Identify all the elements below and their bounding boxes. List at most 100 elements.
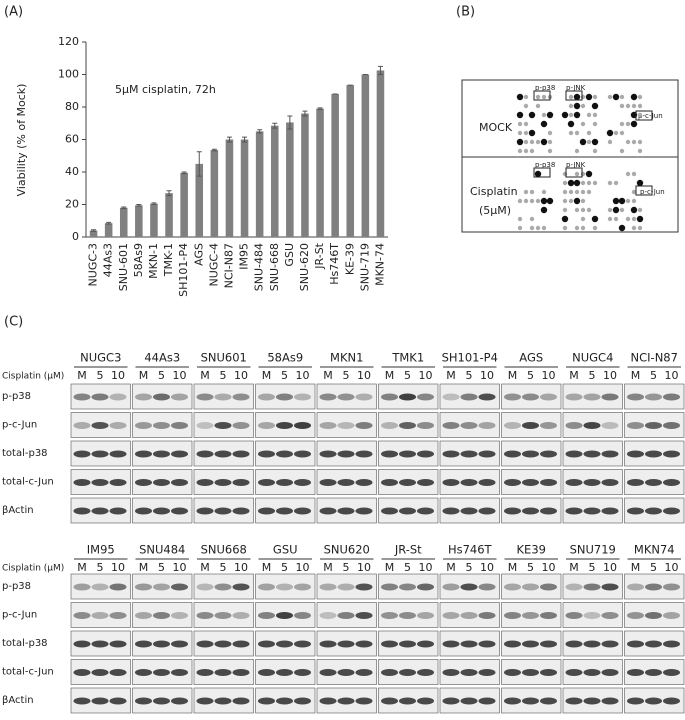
band bbox=[583, 583, 601, 591]
spot bbox=[580, 103, 586, 109]
spot bbox=[535, 198, 541, 204]
spot bbox=[586, 180, 592, 186]
lane-label: 10 bbox=[665, 369, 679, 382]
band bbox=[276, 669, 293, 676]
band bbox=[73, 640, 91, 648]
cell-line-label: NUGC3 bbox=[80, 351, 121, 365]
cell-line-label: SH101-P4 bbox=[442, 351, 498, 365]
row-label: MOCK bbox=[479, 121, 513, 134]
band bbox=[504, 450, 521, 458]
spot bbox=[631, 225, 637, 231]
blot bbox=[439, 412, 500, 438]
band bbox=[258, 697, 275, 705]
bar bbox=[346, 85, 355, 237]
spot bbox=[534, 170, 542, 178]
band bbox=[460, 583, 478, 591]
spot bbox=[631, 216, 637, 222]
spot bbox=[574, 207, 580, 213]
band bbox=[645, 583, 662, 591]
spot bbox=[607, 94, 613, 100]
error-bar bbox=[121, 206, 127, 210]
band bbox=[171, 612, 188, 619]
band bbox=[135, 507, 152, 515]
spot bbox=[625, 216, 631, 222]
band bbox=[294, 669, 311, 676]
band bbox=[663, 640, 680, 648]
spot bbox=[619, 103, 625, 109]
blot bbox=[193, 412, 254, 438]
band bbox=[135, 612, 152, 619]
spot bbox=[517, 216, 523, 222]
band bbox=[109, 393, 127, 401]
spot bbox=[586, 207, 592, 213]
band bbox=[258, 612, 275, 619]
band bbox=[232, 393, 250, 401]
spot bbox=[568, 103, 574, 109]
spot bbox=[592, 121, 598, 127]
spot bbox=[625, 139, 631, 145]
band bbox=[540, 450, 557, 458]
row-label: total-p38 bbox=[2, 638, 48, 649]
band bbox=[522, 422, 539, 429]
band bbox=[135, 393, 152, 401]
lane-label: M bbox=[200, 369, 210, 382]
spot bbox=[580, 207, 586, 213]
lane-label: 5 bbox=[650, 369, 657, 382]
lane-label: 10 bbox=[480, 561, 494, 574]
spot bbox=[523, 139, 529, 145]
band bbox=[337, 393, 355, 401]
lane-label: 5 bbox=[527, 369, 534, 382]
spot-label: p-c-Jun bbox=[638, 112, 663, 120]
band bbox=[109, 640, 127, 648]
lane-label: 10 bbox=[296, 561, 310, 574]
band bbox=[478, 669, 496, 676]
lane-label: M bbox=[569, 561, 579, 574]
lane-label: M bbox=[200, 561, 210, 574]
band bbox=[153, 479, 170, 486]
band bbox=[91, 393, 109, 401]
spot bbox=[567, 179, 575, 187]
band bbox=[645, 612, 662, 619]
band bbox=[135, 583, 152, 591]
highlight-box bbox=[635, 185, 653, 196]
band bbox=[540, 479, 557, 486]
spot bbox=[573, 111, 581, 119]
spot bbox=[541, 189, 547, 195]
x-tick-label: SNU-719 bbox=[358, 243, 371, 291]
band bbox=[417, 479, 434, 486]
lane-label: 5 bbox=[281, 561, 288, 574]
spot bbox=[631, 171, 637, 177]
x-tick-label: SNU-668 bbox=[268, 243, 281, 291]
lane-label: 10 bbox=[419, 561, 433, 574]
spot bbox=[516, 111, 524, 119]
lane-label: 10 bbox=[173, 561, 187, 574]
spot bbox=[631, 139, 637, 145]
band bbox=[276, 479, 293, 486]
band bbox=[399, 422, 416, 429]
band bbox=[601, 697, 619, 705]
band bbox=[109, 612, 127, 619]
band bbox=[214, 697, 232, 705]
bar bbox=[180, 172, 188, 237]
band bbox=[522, 583, 539, 591]
band bbox=[522, 393, 539, 401]
band bbox=[399, 507, 416, 515]
band bbox=[214, 450, 232, 458]
band bbox=[460, 612, 478, 619]
row-label: βActin bbox=[2, 505, 34, 516]
band bbox=[460, 450, 478, 458]
band bbox=[645, 422, 662, 429]
spot bbox=[619, 94, 625, 100]
spot bbox=[637, 103, 643, 109]
bar bbox=[376, 70, 385, 237]
spot-label: p-JNK bbox=[566, 84, 586, 92]
band bbox=[399, 669, 416, 676]
band bbox=[540, 583, 557, 591]
error-bar bbox=[166, 190, 172, 197]
band bbox=[381, 669, 398, 676]
band bbox=[153, 422, 170, 429]
lane-label: 10 bbox=[419, 369, 433, 382]
lane-label: 10 bbox=[111, 369, 125, 382]
band bbox=[294, 450, 311, 458]
